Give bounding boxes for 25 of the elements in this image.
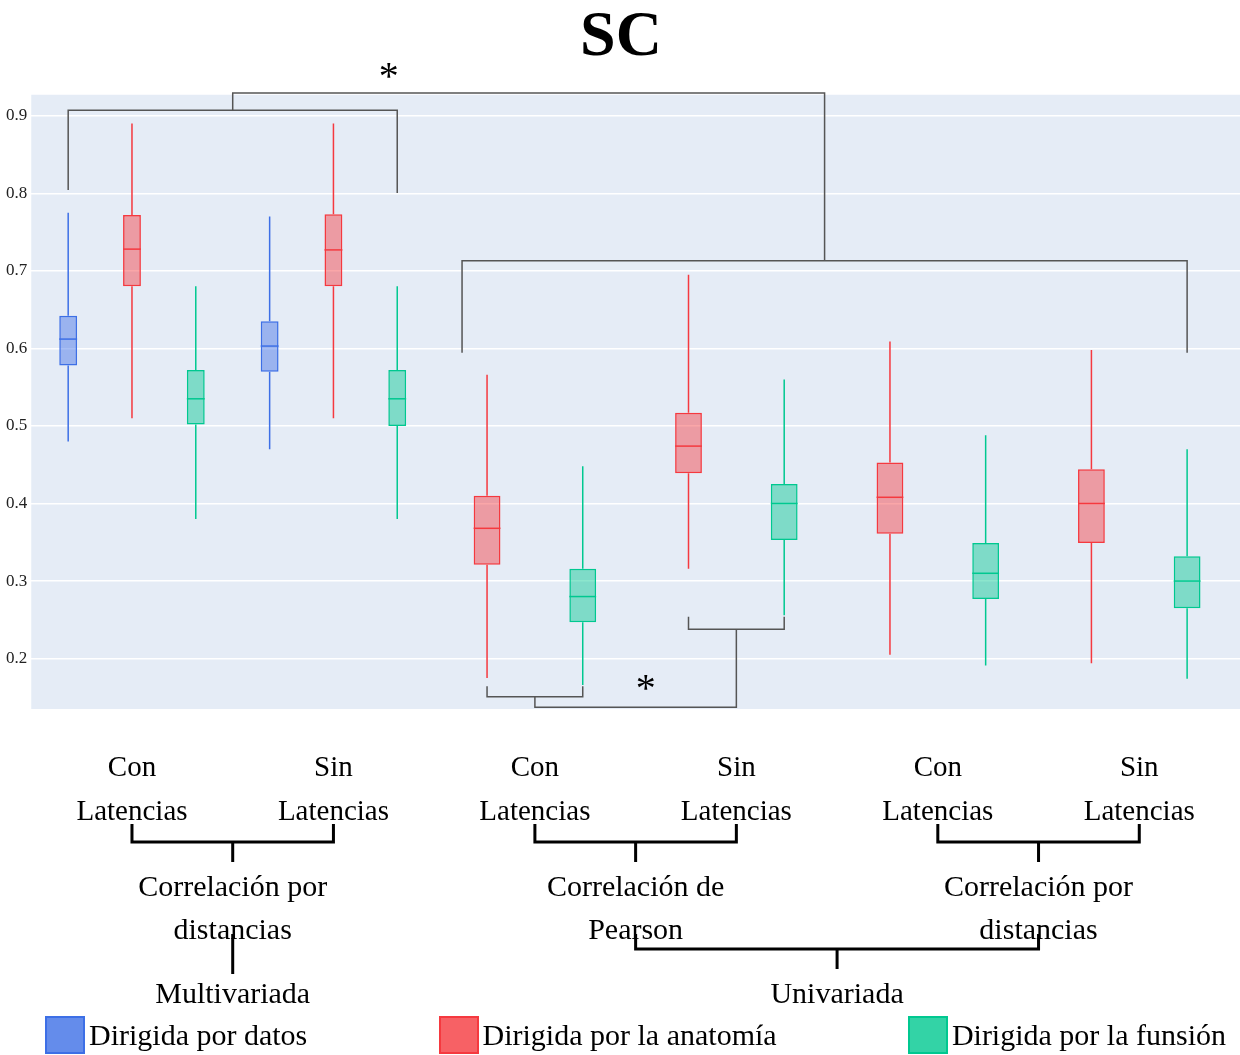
legend-label: Dirigida por datos: [89, 1018, 308, 1052]
text: Univariada: [770, 975, 904, 1011]
x-tick-label: Con Latencias: [882, 750, 994, 826]
x-tick-label: Sin Latencias: [680, 750, 792, 826]
legend-label: Dirigida por la funsión: [951, 1018, 1226, 1052]
text: Correlación por distancias: [138, 868, 328, 947]
x-tick-label: Con Latencias: [479, 750, 591, 826]
text: Correlación de Pearson: [546, 868, 725, 947]
y-tick-label: 0.2: [6, 648, 28, 668]
annotation: *: [635, 664, 656, 710]
x-tick-label: Sin Latencias: [277, 750, 389, 826]
y-tick-label: 0.4: [6, 492, 28, 512]
y-tick-label: 0.5: [6, 415, 28, 435]
text: Multivariada: [155, 975, 311, 1011]
y-tick-label: 0.3: [6, 570, 28, 590]
text: Correlación por distancias: [943, 868, 1134, 947]
legend-label: Dirigida por la anatomía: [482, 1018, 777, 1052]
y-tick-label: 0.7: [6, 260, 28, 280]
x-tick-label: Sin Latencias: [1083, 750, 1195, 826]
annotation: *: [378, 53, 399, 99]
x-tick-label: Con Latencias: [76, 750, 188, 826]
chart-title: SC: [580, 0, 662, 69]
y-tick-label: 0.9: [6, 105, 28, 125]
y-tick-label: 0.6: [6, 337, 28, 357]
y-tick-label: 0.8: [6, 182, 28, 202]
